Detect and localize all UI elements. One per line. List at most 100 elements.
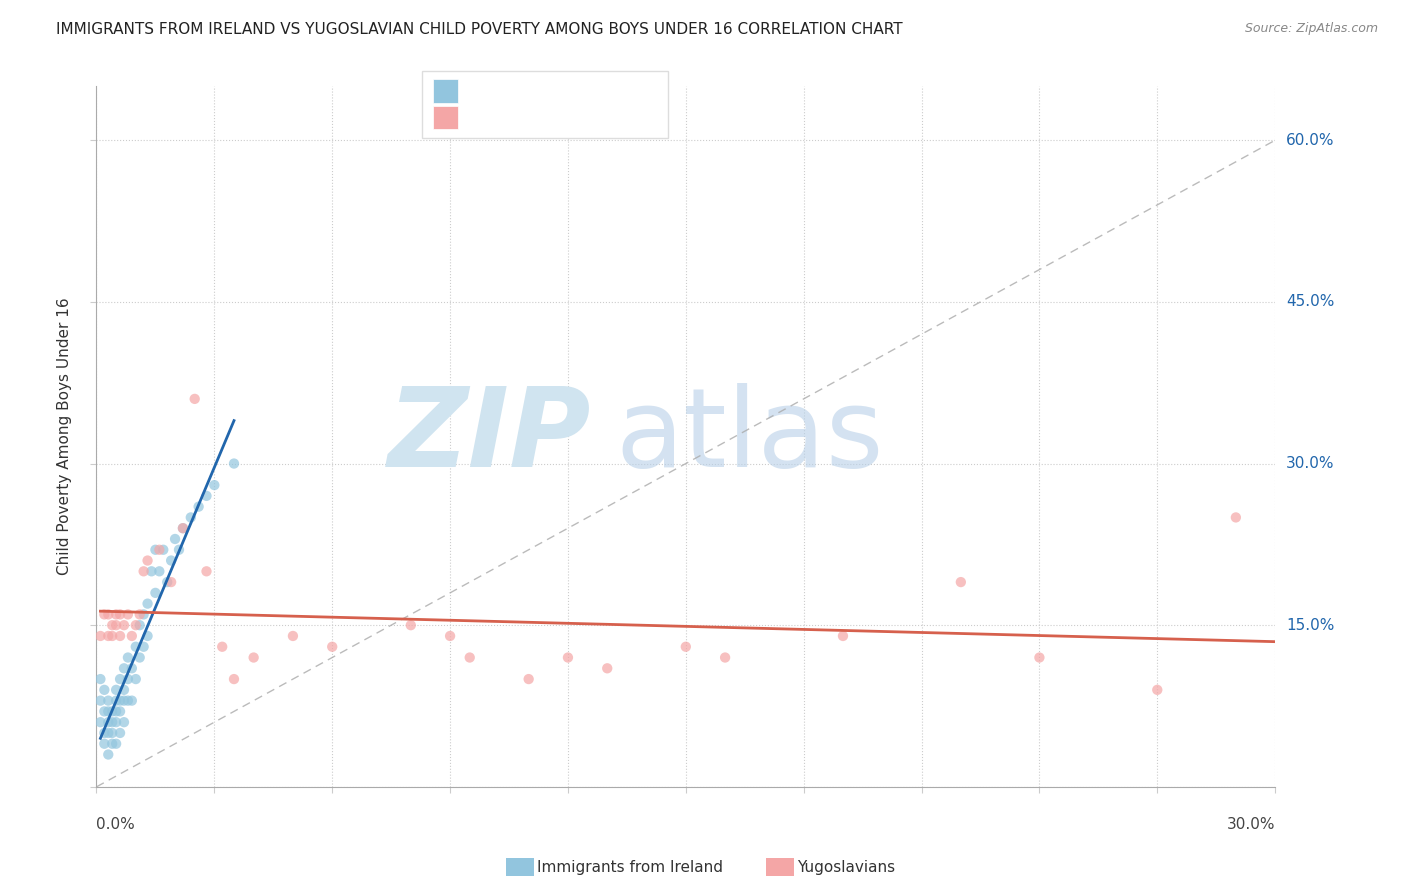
Point — [117, 650, 139, 665]
Point — [136, 553, 159, 567]
Point — [132, 607, 155, 622]
Point — [101, 705, 124, 719]
Point — [145, 586, 167, 600]
Point — [222, 457, 245, 471]
Point — [97, 715, 120, 730]
Point — [108, 693, 131, 707]
Point — [93, 705, 115, 719]
Text: Immigrants from Ireland: Immigrants from Ireland — [537, 860, 723, 874]
Point — [97, 607, 120, 622]
Point — [517, 672, 540, 686]
Point — [141, 564, 163, 578]
Point — [97, 726, 120, 740]
Text: IMMIGRANTS FROM IRELAND VS YUGOSLAVIAN CHILD POVERTY AMONG BOYS UNDER 16 CORRELA: IMMIGRANTS FROM IRELAND VS YUGOSLAVIAN C… — [56, 22, 903, 37]
Point — [160, 553, 183, 567]
Point — [108, 629, 131, 643]
Point — [172, 521, 194, 535]
Point — [321, 640, 343, 654]
Point — [117, 607, 139, 622]
Point — [101, 629, 124, 643]
Point — [128, 607, 150, 622]
Point — [183, 392, 205, 406]
Point — [108, 726, 131, 740]
Point — [89, 629, 111, 643]
Point — [105, 693, 128, 707]
Point — [675, 640, 697, 654]
Point — [132, 640, 155, 654]
Point — [117, 672, 139, 686]
Point — [105, 618, 128, 632]
Point — [121, 661, 143, 675]
Point — [136, 597, 159, 611]
Point — [832, 629, 855, 643]
Point — [105, 607, 128, 622]
Y-axis label: Child Poverty Among Boys Under 16: Child Poverty Among Boys Under 16 — [58, 298, 72, 575]
Text: 45.0%: 45.0% — [1286, 294, 1334, 310]
Point — [105, 705, 128, 719]
Point — [125, 618, 148, 632]
Point — [714, 650, 737, 665]
Point — [222, 672, 245, 686]
Point — [1146, 682, 1168, 697]
Point — [128, 650, 150, 665]
Point — [121, 629, 143, 643]
Point — [97, 693, 120, 707]
Point — [949, 575, 972, 590]
Text: 0.0%: 0.0% — [97, 817, 135, 832]
Point — [242, 650, 264, 665]
Point — [105, 715, 128, 730]
Point — [108, 607, 131, 622]
Point — [97, 629, 120, 643]
Point — [596, 661, 619, 675]
Text: 60.0%: 60.0% — [1286, 133, 1334, 148]
Point — [93, 726, 115, 740]
Point — [557, 650, 579, 665]
Point — [160, 575, 183, 590]
Text: Yugoslavians: Yugoslavians — [797, 860, 896, 874]
Point — [101, 737, 124, 751]
Point — [112, 661, 135, 675]
Point — [101, 715, 124, 730]
Point — [187, 500, 209, 514]
Point — [132, 564, 155, 578]
Point — [180, 510, 202, 524]
Point — [128, 618, 150, 632]
Point — [136, 629, 159, 643]
Point — [121, 693, 143, 707]
Point — [167, 542, 190, 557]
Text: R =  0.342   N = 57: R = 0.342 N = 57 — [470, 82, 631, 100]
Point — [93, 607, 115, 622]
Point — [195, 564, 218, 578]
Point — [93, 737, 115, 751]
Point — [101, 726, 124, 740]
Point — [89, 693, 111, 707]
Point — [117, 693, 139, 707]
Point — [112, 682, 135, 697]
Point — [399, 618, 422, 632]
Point — [108, 705, 131, 719]
Point — [125, 640, 148, 654]
Point — [105, 737, 128, 751]
Point — [202, 478, 225, 492]
Point — [1028, 650, 1050, 665]
Text: R =  0.219   N = 40: R = 0.219 N = 40 — [470, 109, 631, 127]
Point — [89, 672, 111, 686]
Point — [125, 672, 148, 686]
Point — [148, 542, 170, 557]
Point — [1225, 510, 1247, 524]
Text: 30.0%: 30.0% — [1286, 456, 1334, 471]
Point — [89, 715, 111, 730]
Text: 15.0%: 15.0% — [1286, 617, 1334, 632]
Point — [101, 618, 124, 632]
Text: atlas: atlas — [614, 383, 883, 490]
Point — [439, 629, 461, 643]
Text: 30.0%: 30.0% — [1226, 817, 1275, 832]
Point — [211, 640, 233, 654]
Point — [105, 682, 128, 697]
Point — [152, 542, 174, 557]
Point — [156, 575, 179, 590]
Point — [172, 521, 194, 535]
Point — [112, 715, 135, 730]
Point — [108, 672, 131, 686]
Point — [112, 693, 135, 707]
